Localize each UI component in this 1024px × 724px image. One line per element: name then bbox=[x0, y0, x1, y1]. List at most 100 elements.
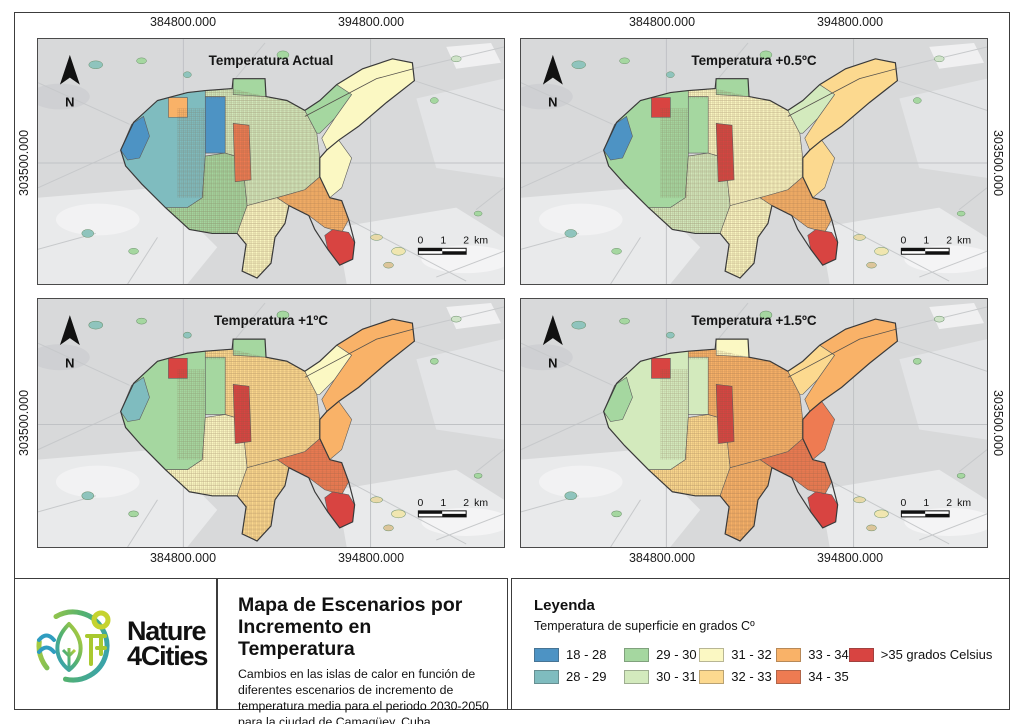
logo-cell: Nature 4Cities bbox=[14, 578, 217, 710]
north-arrow-icon: N bbox=[59, 315, 80, 370]
svg-text:km: km bbox=[957, 498, 971, 509]
legend-item: >35 grados Celsius bbox=[848, 647, 999, 662]
svg-text:1: 1 bbox=[440, 235, 446, 246]
legend-label: 30 - 31 bbox=[656, 669, 697, 684]
svg-text:2: 2 bbox=[946, 498, 952, 509]
legend-item: 29 - 30 bbox=[624, 647, 699, 662]
legend-column: 18 - 28 28 - 29 bbox=[534, 647, 624, 684]
x-coordinate-label: 394800.000 bbox=[816, 551, 884, 565]
svg-text:km: km bbox=[957, 235, 971, 246]
x-coordinate-label: 384800.000 bbox=[149, 15, 217, 29]
legend-swatch bbox=[776, 647, 802, 662]
city-zone-nw-block bbox=[204, 356, 226, 415]
svg-text:0: 0 bbox=[417, 235, 423, 246]
y-coordinate-label: 303500.000 bbox=[17, 129, 31, 197]
logo-word-line2: 4Cities bbox=[127, 641, 208, 671]
panel-title: Temperatura +0.5ºC bbox=[691, 53, 817, 68]
y-coordinate-label: 303500.000 bbox=[991, 389, 1005, 457]
svg-text:N: N bbox=[65, 355, 74, 370]
legend-label: 34 - 35 bbox=[808, 669, 849, 684]
scale-bar: 0 1 2 km bbox=[900, 498, 971, 518]
legend-label: 33 - 34 bbox=[808, 647, 849, 662]
legend-label: 28 - 29 bbox=[566, 669, 607, 684]
legend-column: 31 - 32 32 - 33 bbox=[699, 647, 776, 684]
figure-description: Cambios en las islas de calor en función… bbox=[238, 667, 489, 724]
legend-label: 32 - 33 bbox=[731, 669, 772, 684]
svg-text:0: 0 bbox=[900, 498, 906, 509]
city-zone-west-tip bbox=[120, 115, 150, 161]
legend-title: Leyenda bbox=[534, 597, 595, 614]
legend-swatch bbox=[624, 669, 650, 684]
map-panel-2: N 0 1 2 km Temperatura +0.5ºC bbox=[520, 38, 988, 285]
map-panel-1: N 0 1 2 km Temperatura Actual bbox=[37, 38, 505, 285]
map-panel-4: N 0 1 2 km Temperatura +1.5ºC bbox=[520, 298, 988, 548]
legend-label: 31 - 32 bbox=[731, 647, 772, 662]
svg-text:N: N bbox=[65, 94, 74, 109]
svg-text:2: 2 bbox=[463, 498, 469, 509]
x-coordinate-label: 384800.000 bbox=[628, 15, 696, 29]
north-arrow-icon: N bbox=[59, 54, 80, 109]
city-zone-west-tip bbox=[603, 376, 633, 422]
legend-item: 32 - 33 bbox=[699, 669, 776, 684]
x-coordinate-label: 384800.000 bbox=[628, 551, 696, 565]
map-svg: N 0 1 2 km Temperatura Actual bbox=[38, 39, 504, 284]
city-zone-nw-block bbox=[687, 96, 709, 154]
legend-column: 33 - 34 34 - 35 bbox=[776, 647, 849, 684]
svg-text:km: km bbox=[474, 235, 488, 246]
y-coordinate-label: 303500.000 bbox=[17, 389, 31, 457]
city-zone-west-tip bbox=[603, 115, 633, 161]
north-arrow-icon: N bbox=[542, 315, 563, 370]
x-coordinate-label: 384800.000 bbox=[149, 551, 217, 565]
map-svg: N 0 1 2 km Temperatura +1.5ºC bbox=[521, 299, 987, 547]
figure-title: Mapa de Escenarios por Incremento en Tem… bbox=[238, 594, 463, 660]
legend-swatch bbox=[699, 669, 725, 684]
legend-item: 28 - 29 bbox=[534, 669, 624, 684]
legend-subtitle: Temperatura de superficie en grados Cº bbox=[534, 619, 755, 633]
legend-swatch bbox=[624, 647, 650, 662]
north-arrow-icon: N bbox=[542, 54, 563, 109]
svg-text:km: km bbox=[474, 498, 488, 509]
city-zone-nw-block bbox=[204, 96, 226, 154]
svg-text:1: 1 bbox=[440, 498, 446, 509]
panel-title: Temperatura +1.5ºC bbox=[691, 313, 816, 328]
legend-swatch bbox=[534, 647, 559, 662]
logo-wordmark: Nature 4Cities bbox=[127, 616, 208, 671]
city-zone-nw-block bbox=[687, 356, 709, 415]
x-coordinate-label: 394800.000 bbox=[337, 551, 405, 565]
legend-label: 18 - 28 bbox=[566, 647, 607, 662]
city-zone-west-tip bbox=[120, 376, 150, 422]
scale-bar: 0 1 2 km bbox=[417, 235, 488, 255]
legend-item: 34 - 35 bbox=[776, 669, 849, 684]
svg-text:1: 1 bbox=[923, 235, 929, 246]
legend-swatch bbox=[534, 669, 559, 684]
legend-item: 31 - 32 bbox=[699, 647, 776, 662]
x-coordinate-label: 394800.000 bbox=[816, 15, 884, 29]
svg-text:2: 2 bbox=[463, 235, 469, 246]
title-cell: Mapa de Escenarios por Incremento en Tem… bbox=[217, 578, 508, 724]
legend-column: 29 - 30 30 - 31 bbox=[624, 647, 699, 684]
legend-label: >35 grados Celsius bbox=[880, 647, 993, 662]
x-coordinate-label: 394800.000 bbox=[337, 15, 405, 29]
svg-text:2: 2 bbox=[946, 235, 952, 246]
legend-classes: 18 - 28 28 - 29 29 - 30 30 - 31 31 - 32 32 - … bbox=[534, 647, 999, 684]
nature4cities-logo-icon bbox=[29, 594, 121, 695]
map-svg: N 0 1 2 km Temperatura +0.5ºC bbox=[521, 39, 987, 284]
legend-swatch bbox=[848, 647, 874, 662]
legend-swatch bbox=[699, 647, 725, 662]
logo-word-line1: Nature bbox=[127, 616, 207, 647]
map-panel-3: N 0 1 2 km Temperatura +1ºC bbox=[37, 298, 505, 548]
panel-title: Temperatura +1ºC bbox=[214, 313, 328, 328]
svg-text:0: 0 bbox=[900, 235, 906, 246]
map-svg: N 0 1 2 km Temperatura +1ºC bbox=[38, 299, 504, 547]
svg-text:N: N bbox=[548, 355, 557, 370]
legend-swatch bbox=[776, 669, 802, 684]
legend-item: 18 - 28 bbox=[534, 647, 624, 662]
legend-item: 30 - 31 bbox=[624, 669, 699, 684]
svg-text:1: 1 bbox=[923, 498, 929, 509]
scale-bar: 0 1 2 km bbox=[417, 498, 488, 518]
legend-label: 29 - 30 bbox=[656, 647, 697, 662]
svg-text:N: N bbox=[548, 94, 557, 109]
legend-column: >35 grados Celsius bbox=[848, 647, 999, 662]
y-coordinate-label: 303500.000 bbox=[991, 129, 1005, 197]
